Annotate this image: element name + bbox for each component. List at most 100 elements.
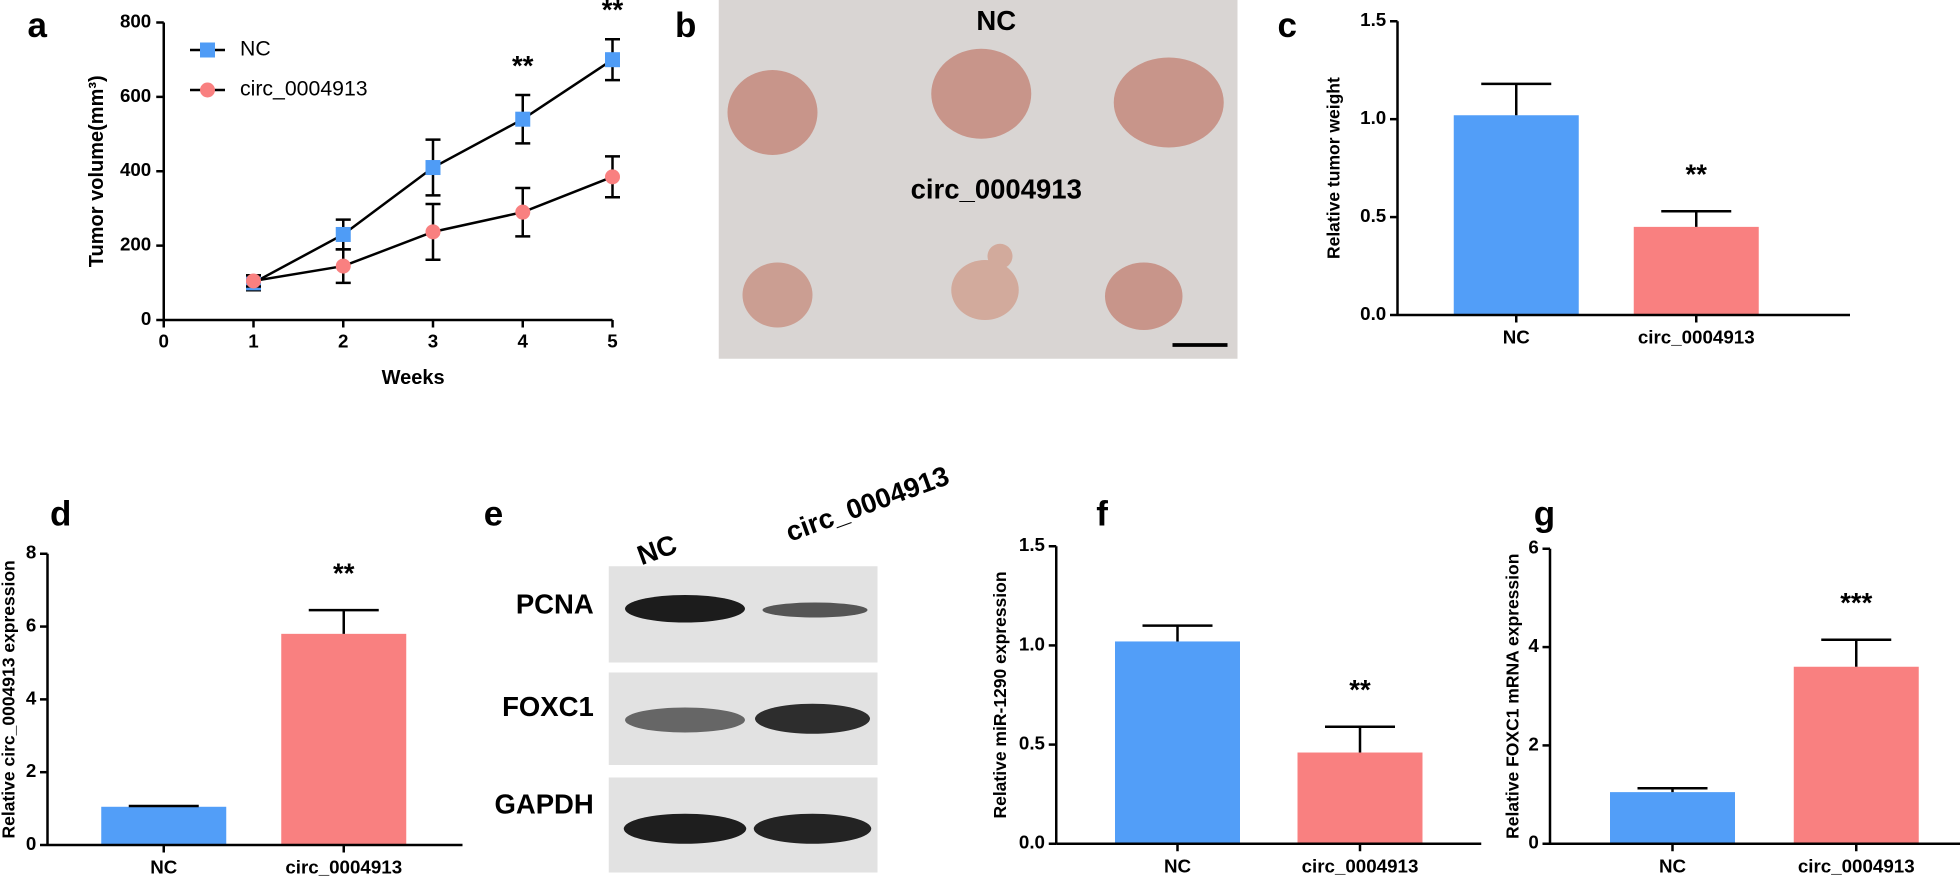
- x-tick-label: 0: [159, 330, 169, 351]
- panel-label: d: [50, 495, 71, 534]
- band-label: GAPDH: [494, 789, 593, 820]
- panel-label: f: [1096, 495, 1108, 534]
- annotation: **: [333, 557, 355, 588]
- x-tick-label: 4: [518, 330, 529, 351]
- x-tick-label: NC: [1164, 855, 1192, 876]
- marker: [425, 224, 441, 240]
- bar: [1453, 115, 1579, 315]
- tumor: [987, 243, 1013, 269]
- y-tick-label: 600: [120, 85, 151, 106]
- blot-band: [625, 595, 745, 623]
- x-tick-label: circ_0004913: [1302, 855, 1419, 876]
- annotation: **: [1349, 674, 1371, 705]
- panel-label: a: [28, 6, 48, 45]
- error-bar: [1142, 624, 1213, 642]
- y-tick-label: 1.5: [1360, 9, 1386, 30]
- error-bar: [1481, 82, 1552, 116]
- marker: [335, 226, 351, 242]
- legend-label: NC: [240, 37, 271, 61]
- tumor: [742, 262, 813, 328]
- blot-band: [623, 813, 747, 844]
- x-tick-label: circ_0004913: [285, 857, 402, 878]
- group-label: NC: [976, 5, 1016, 36]
- marker: [605, 169, 620, 185]
- y-tick-label: 0.0: [1019, 832, 1045, 853]
- y-tick-label: 1.5: [1019, 534, 1045, 555]
- blot-band: [755, 703, 870, 734]
- marker: [425, 160, 441, 176]
- panel-label: b: [675, 6, 696, 45]
- y-tick-label: 1.0: [1360, 107, 1386, 128]
- y-tick-label: 6: [1528, 537, 1538, 558]
- y-tick-label: 800: [120, 10, 151, 31]
- y-axis-label: Relative miR-1290 expression: [990, 571, 1010, 818]
- annotation: **: [512, 50, 534, 81]
- x-tick-label: 5: [607, 330, 617, 351]
- marker: [605, 52, 620, 68]
- annotation: **: [602, 0, 624, 25]
- bar: [1633, 226, 1759, 315]
- lane-label: circ_0004913: [781, 460, 953, 548]
- blot-band: [762, 602, 868, 618]
- blot-band: [753, 813, 872, 844]
- y-tick-label: 0.5: [1360, 205, 1386, 226]
- x-axis-label: Weeks: [382, 367, 445, 389]
- x-tick-label: circ_0004913: [1798, 855, 1915, 876]
- error-bar: [308, 608, 379, 634]
- tumor: [1113, 57, 1224, 148]
- y-tick-label: 0: [1528, 832, 1538, 853]
- y-tick-label: 0: [26, 833, 36, 854]
- tumor-photo: b NC circ_0004913: [675, 0, 1238, 359]
- band-label: FOXC1: [502, 691, 594, 722]
- bar: [281, 633, 407, 845]
- panel-label: g: [1534, 495, 1555, 534]
- annotation: **: [1686, 158, 1708, 189]
- legend-label: circ_0004913: [240, 77, 368, 101]
- error-bar: [1661, 209, 1732, 227]
- y-axis-label: Tumor volume(mm³): [86, 75, 108, 267]
- y-tick-label: 200: [120, 234, 151, 255]
- tumor: [951, 260, 1019, 320]
- panel-label: e: [484, 495, 503, 534]
- y-tick-label: 2: [1528, 733, 1538, 754]
- bar: [1115, 641, 1240, 844]
- western-blot: e NC circ_0004913 PCNA FOXC1 GAPDH: [484, 460, 953, 873]
- error-bar: [128, 804, 199, 808]
- group-label: circ_0004913: [911, 174, 1082, 205]
- y-tick-label: 2: [26, 760, 36, 781]
- y-tick-label: 0: [141, 308, 151, 329]
- y-tick-label: 4: [1528, 635, 1539, 656]
- marker: [515, 204, 531, 220]
- bar: [1297, 752, 1423, 844]
- tumor: [931, 48, 1032, 139]
- marker: [515, 111, 531, 127]
- y-tick-label: 4: [26, 687, 37, 708]
- y-axis-label: Relative circ_0004913 expression: [0, 560, 19, 838]
- blot-band: [625, 707, 745, 733]
- marker: [335, 258, 351, 274]
- tumor: [1105, 262, 1183, 330]
- y-tick-label: 0.5: [1019, 733, 1045, 754]
- bar: [1610, 792, 1735, 844]
- bar: [1793, 666, 1919, 844]
- x-tick-label: 1: [248, 330, 258, 351]
- error-bar: [1821, 638, 1892, 667]
- error-bar: [1325, 725, 1395, 753]
- y-tick-label: 400: [120, 159, 151, 180]
- band-label: PCNA: [516, 589, 594, 620]
- y-axis-label: Relative tumor weight: [1324, 77, 1344, 259]
- lane-label: NC: [633, 528, 681, 571]
- annotation: ***: [1840, 587, 1872, 618]
- x-tick-label: 3: [428, 330, 438, 351]
- x-tick-label: circ_0004913: [1638, 327, 1755, 348]
- x-tick-label: NC: [1659, 855, 1687, 876]
- marker: [246, 273, 261, 289]
- tumor: [727, 70, 818, 155]
- x-tick-label: NC: [1503, 327, 1531, 348]
- bar: [101, 806, 227, 845]
- legend-marker: [200, 82, 215, 98]
- error-bar: [1637, 786, 1708, 793]
- x-tick-label: NC: [150, 857, 178, 878]
- y-tick-label: 1.0: [1019, 633, 1045, 654]
